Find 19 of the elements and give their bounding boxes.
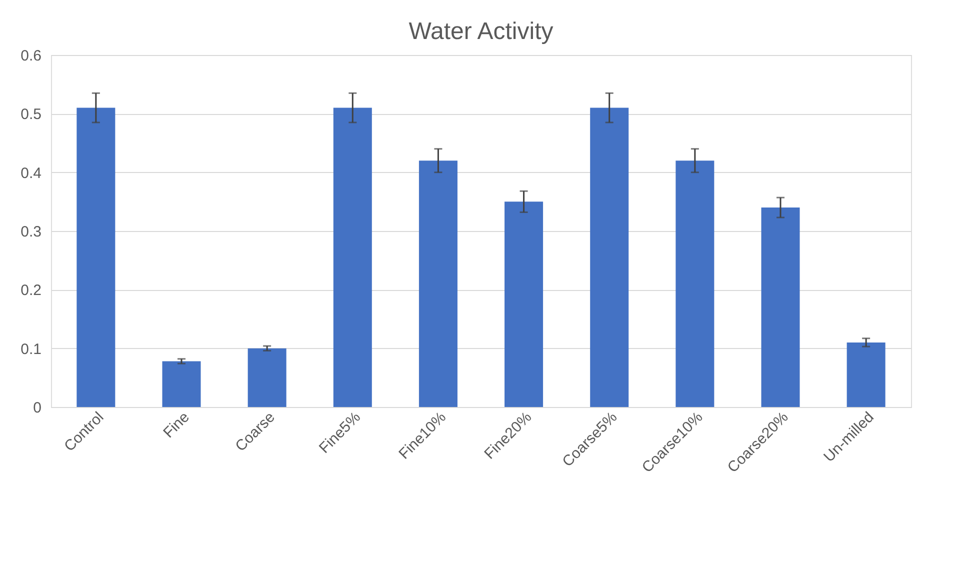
bar — [761, 208, 800, 407]
y-tick-label: 0.2 — [20, 282, 42, 300]
bar — [676, 160, 714, 407]
bar — [846, 342, 886, 407]
y-tick-label: 0.6 — [20, 48, 42, 64]
y-tick-label: 0 — [33, 400, 42, 416]
bar — [418, 160, 458, 407]
y-tick-label: 0.5 — [20, 106, 42, 124]
bar — [504, 202, 544, 407]
x-tick-label: Fine — [160, 408, 193, 442]
bar — [333, 108, 372, 407]
bar — [590, 108, 629, 407]
y-tick-label: 0.4 — [20, 164, 42, 182]
y-tick-label: 0.1 — [20, 340, 42, 358]
y-tick-label: 0.3 — [20, 224, 42, 240]
chart-title: Water Activity — [408, 18, 554, 45]
bar — [248, 348, 286, 407]
bar — [76, 108, 116, 407]
bar — [162, 361, 201, 407]
